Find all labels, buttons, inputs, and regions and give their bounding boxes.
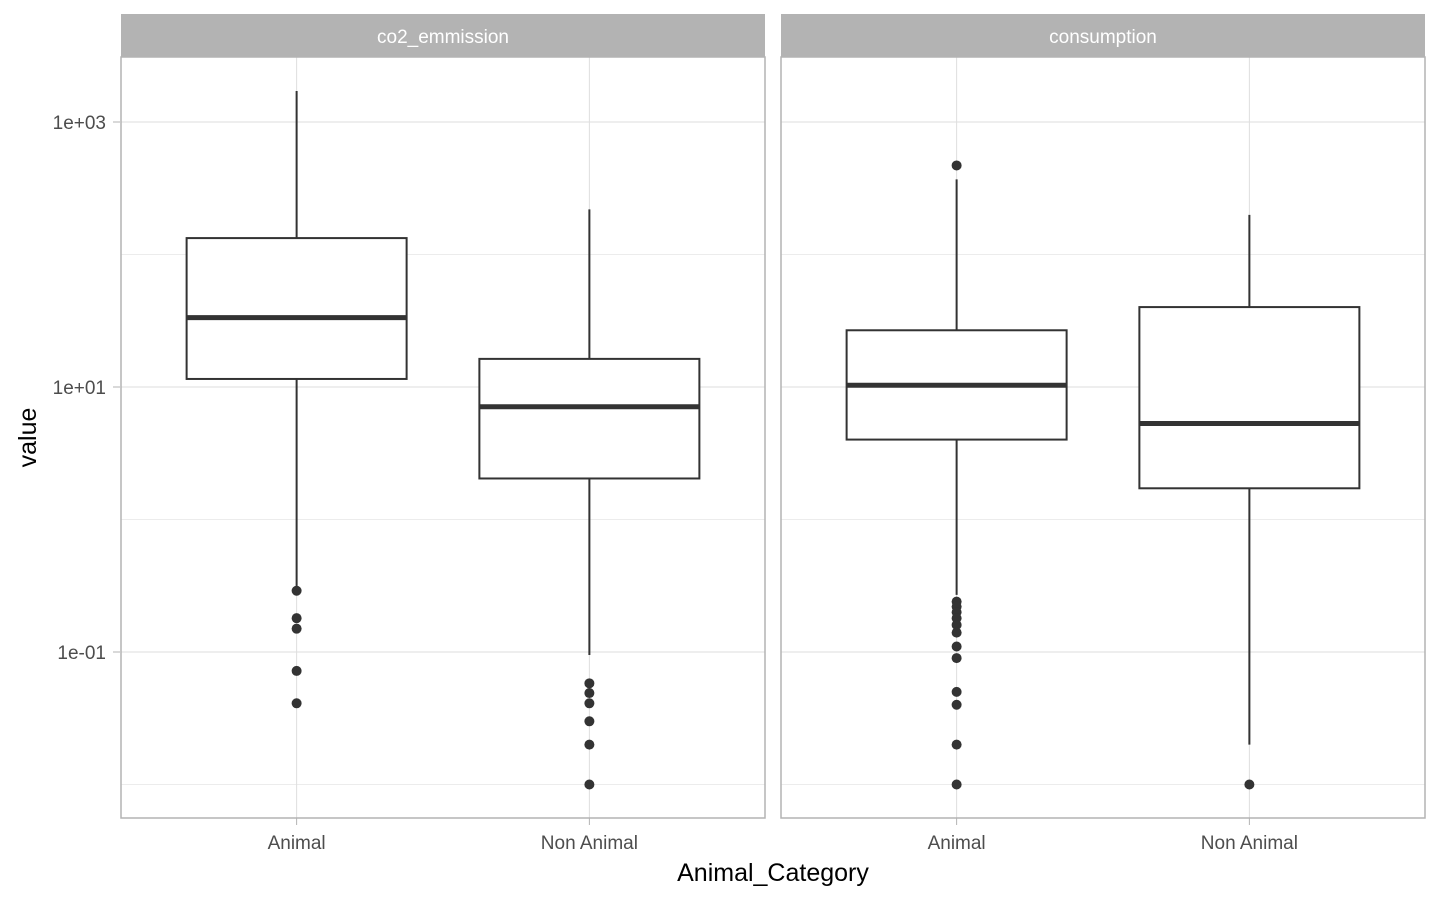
outlier-point xyxy=(291,698,302,709)
outlier-point xyxy=(584,716,595,727)
strip-label: co2_emmission xyxy=(377,27,509,48)
outlier-point xyxy=(584,688,595,699)
box-iqr xyxy=(1138,306,1361,490)
strip-header xyxy=(121,14,765,57)
x-tick-label: Animal xyxy=(928,833,986,854)
outlier-point xyxy=(951,699,962,710)
outlier-point xyxy=(951,653,962,664)
box-animal xyxy=(185,91,408,709)
box-iqr xyxy=(478,357,701,480)
outlier-point xyxy=(584,739,595,750)
y-tick-label: 1e-01 xyxy=(57,643,106,664)
panel-border xyxy=(120,56,766,819)
outlier-point xyxy=(291,623,302,634)
outlier-point xyxy=(584,779,595,790)
outlier-point xyxy=(584,698,595,709)
strip-header xyxy=(781,14,1425,57)
outlier-point xyxy=(584,678,595,689)
strip-label: consumption xyxy=(1049,27,1157,48)
outlier-point xyxy=(951,160,962,171)
outlier-point xyxy=(951,627,962,638)
x-axis-title: Animal_Category xyxy=(677,859,869,887)
y-tick-label: 1e+01 xyxy=(53,378,106,399)
y-tick-label: 1e+03 xyxy=(53,113,106,134)
outlier-point xyxy=(291,585,302,596)
outlier-point xyxy=(951,739,962,750)
box-non-animal xyxy=(1138,214,1361,790)
box-iqr xyxy=(185,237,408,380)
panel-co2_emmission: co2_emmission Animal Non Animal xyxy=(120,14,766,854)
outlier-point xyxy=(291,665,302,676)
panel-border xyxy=(780,56,1426,819)
outlier-point xyxy=(951,779,962,790)
y-axis-title: value xyxy=(14,408,42,468)
x-tick-label: Non Animal xyxy=(1201,833,1298,854)
outlier-point xyxy=(951,686,962,697)
x-tick-label: Non Animal xyxy=(541,833,638,854)
panel-consumption: consumption Animal Non Animal xyxy=(780,14,1426,854)
box-non-animal xyxy=(478,209,701,790)
x-tick-label: Animal xyxy=(268,833,326,854)
box-animal xyxy=(845,160,1068,790)
outlier-point xyxy=(951,619,962,630)
outlier-point xyxy=(1244,779,1255,790)
outlier-point xyxy=(951,641,962,652)
outlier-point xyxy=(291,613,302,624)
